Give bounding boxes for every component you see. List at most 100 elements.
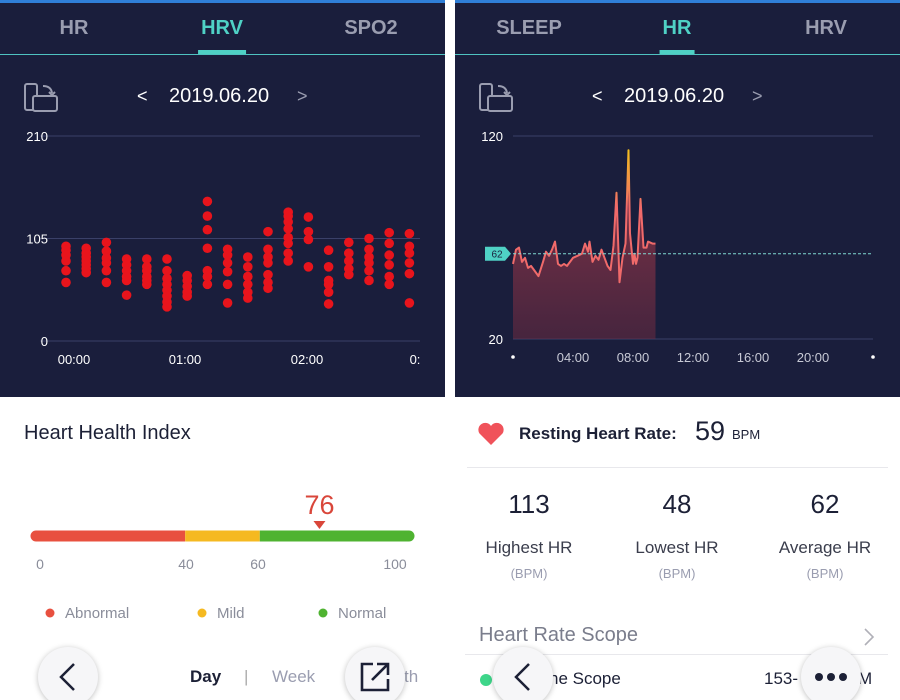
data-point bbox=[323, 245, 334, 256]
data-point bbox=[303, 262, 314, 272]
gauge-scale-label: 40 bbox=[178, 556, 194, 572]
data-point bbox=[404, 241, 415, 252]
next-date-button[interactable]: > bbox=[752, 86, 763, 106]
back-button[interactable] bbox=[493, 647, 553, 700]
data-point bbox=[404, 258, 415, 268]
date-label: 2019.06.20 bbox=[624, 85, 725, 107]
data-point bbox=[243, 293, 253, 303]
stat-unit: (BPM) bbox=[510, 566, 548, 581]
tab-hr[interactable]: HR bbox=[59, 17, 89, 39]
scope-row-label: ne Scope bbox=[549, 669, 621, 688]
gauge-cap bbox=[30, 530, 42, 542]
data-point bbox=[222, 266, 233, 277]
x-tick-label: 02:00 bbox=[291, 352, 324, 367]
period-month[interactable]: th bbox=[404, 667, 419, 686]
data-point bbox=[384, 250, 395, 260]
gauge-scale-label: 100 bbox=[383, 556, 407, 572]
legend-dot bbox=[318, 608, 328, 618]
data-point bbox=[323, 262, 334, 272]
data-point bbox=[404, 298, 415, 308]
data-point bbox=[364, 258, 374, 268]
stat-value: 62 bbox=[810, 489, 840, 519]
rotate-screen-icon[interactable] bbox=[24, 83, 58, 113]
data-point bbox=[202, 196, 213, 207]
data-point bbox=[283, 223, 294, 234]
y-tick-label: 20 bbox=[489, 332, 503, 347]
stat-unit: (BPM) bbox=[806, 566, 844, 581]
data-point bbox=[323, 287, 334, 297]
average-badge bbox=[485, 246, 511, 261]
legend-dot bbox=[45, 608, 55, 618]
resting-hr-label: Resting Heart Rate: bbox=[519, 424, 677, 443]
heart-rate-scope-title[interactable]: Heart Rate Scope bbox=[479, 624, 638, 646]
gauge-segment bbox=[185, 530, 260, 542]
y-tick-label: 105 bbox=[26, 232, 48, 247]
legend-dot bbox=[197, 608, 207, 618]
chevron-left-icon bbox=[514, 663, 530, 691]
period-week[interactable]: Week bbox=[272, 667, 316, 686]
data-point bbox=[384, 238, 395, 249]
data-point bbox=[202, 271, 213, 282]
x-tick-label: 12:00 bbox=[677, 350, 710, 365]
data-point bbox=[202, 279, 213, 290]
x-tick-label: 01:00 bbox=[169, 352, 202, 367]
data-point bbox=[222, 250, 233, 260]
prev-date-button[interactable]: < bbox=[592, 86, 603, 106]
data-point bbox=[142, 279, 152, 290]
rotate-screen-icon[interactable] bbox=[479, 83, 513, 113]
data-point bbox=[283, 238, 294, 249]
tab-hrv[interactable]: HRV bbox=[198, 17, 246, 54]
data-point bbox=[162, 302, 172, 312]
more-button[interactable] bbox=[801, 647, 861, 700]
data-point bbox=[303, 226, 314, 237]
stat-unit: (BPM) bbox=[658, 566, 696, 581]
heart-health-title: Heart Health Index bbox=[24, 422, 191, 444]
prev-date-button[interactable]: < bbox=[137, 86, 148, 106]
legend-label: Mild bbox=[217, 605, 245, 622]
gauge-scale-label: 0 bbox=[36, 556, 44, 572]
data-point bbox=[323, 299, 334, 309]
tab-sleep[interactable]: SLEEP bbox=[496, 17, 562, 39]
y-tick-label: 0 bbox=[41, 334, 48, 349]
data-point bbox=[303, 234, 314, 245]
data-point bbox=[344, 237, 354, 248]
y-tick-label: 210 bbox=[26, 129, 48, 144]
share-button[interactable] bbox=[345, 647, 405, 700]
date-label: 2019.06.20 bbox=[169, 85, 270, 107]
data-point bbox=[202, 211, 213, 221]
back-button[interactable] bbox=[38, 647, 98, 700]
tab-bar: HR HRV SPO2 bbox=[0, 3, 445, 55]
data-point bbox=[101, 237, 112, 248]
gauge-value: 76 bbox=[304, 490, 334, 520]
period-day[interactable]: Day bbox=[190, 667, 222, 686]
data-point bbox=[61, 265, 71, 276]
data-point bbox=[101, 265, 112, 276]
tab-hrv[interactable]: HRV bbox=[805, 17, 847, 39]
data-point bbox=[162, 254, 172, 264]
data-point bbox=[243, 279, 253, 290]
divider bbox=[467, 467, 888, 468]
data-point bbox=[404, 248, 415, 258]
data-point bbox=[344, 256, 354, 266]
data-point bbox=[162, 265, 172, 276]
next-date-button[interactable]: > bbox=[297, 86, 308, 106]
chevron-right-icon[interactable] bbox=[863, 627, 875, 647]
data-point bbox=[404, 268, 415, 279]
tab-spo2[interactable]: SPO2 bbox=[344, 17, 398, 39]
data-point bbox=[283, 256, 294, 266]
data-point bbox=[243, 271, 253, 282]
x-axis-end-dot bbox=[871, 355, 875, 359]
tab-hr[interactable]: HR bbox=[659, 17, 695, 54]
x-tick-label: 04:00 bbox=[557, 350, 590, 365]
heart-icon bbox=[478, 422, 504, 445]
period-separator: | bbox=[244, 667, 249, 686]
data-point bbox=[121, 275, 132, 286]
data-point bbox=[222, 298, 233, 308]
gauge-marker bbox=[313, 521, 326, 529]
data-point bbox=[283, 217, 294, 227]
share-icon bbox=[360, 662, 390, 692]
hrv-scatter-chart: 210 105 0 00:00 01:00 02:00 0: bbox=[26, 129, 420, 367]
scope-row-value: 153- bbox=[764, 669, 799, 688]
data-point bbox=[364, 244, 374, 255]
data-point bbox=[344, 269, 354, 280]
